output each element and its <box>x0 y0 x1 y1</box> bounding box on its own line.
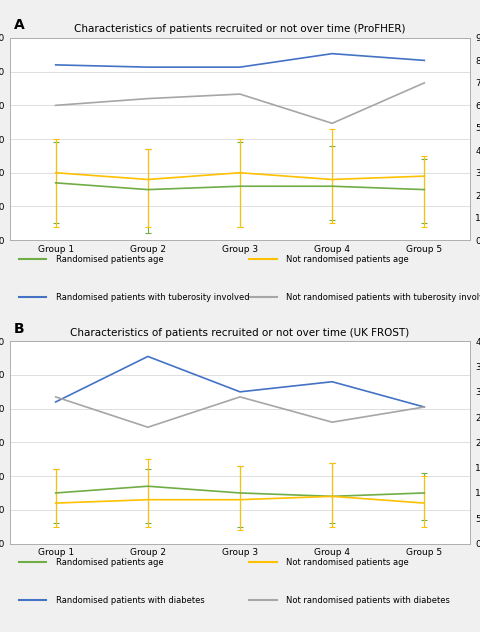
Text: Not randomised patients with diabetes: Not randomised patients with diabetes <box>286 596 450 605</box>
Text: Not randomised patients age: Not randomised patients age <box>286 558 409 567</box>
Text: Randomised patients with diabetes: Randomised patients with diabetes <box>56 596 204 605</box>
Text: A: A <box>14 18 25 32</box>
Text: Not randomised patients with tuberosity involved: Not randomised patients with tuberosity … <box>286 293 480 301</box>
Text: Randomised patients with tuberosity involved: Randomised patients with tuberosity invo… <box>56 293 249 301</box>
Text: B: B <box>14 322 25 336</box>
Text: Not randomised patients age: Not randomised patients age <box>286 255 409 264</box>
Title: Characteristics of patients recruited or not over time (ProFHER): Characteristics of patients recruited or… <box>74 25 406 34</box>
Text: Randomised patients age: Randomised patients age <box>56 255 163 264</box>
Title: Characteristics of patients recruited or not over time (UK FROST): Characteristics of patients recruited or… <box>71 328 409 337</box>
Text: Randomised patients age: Randomised patients age <box>56 558 163 567</box>
